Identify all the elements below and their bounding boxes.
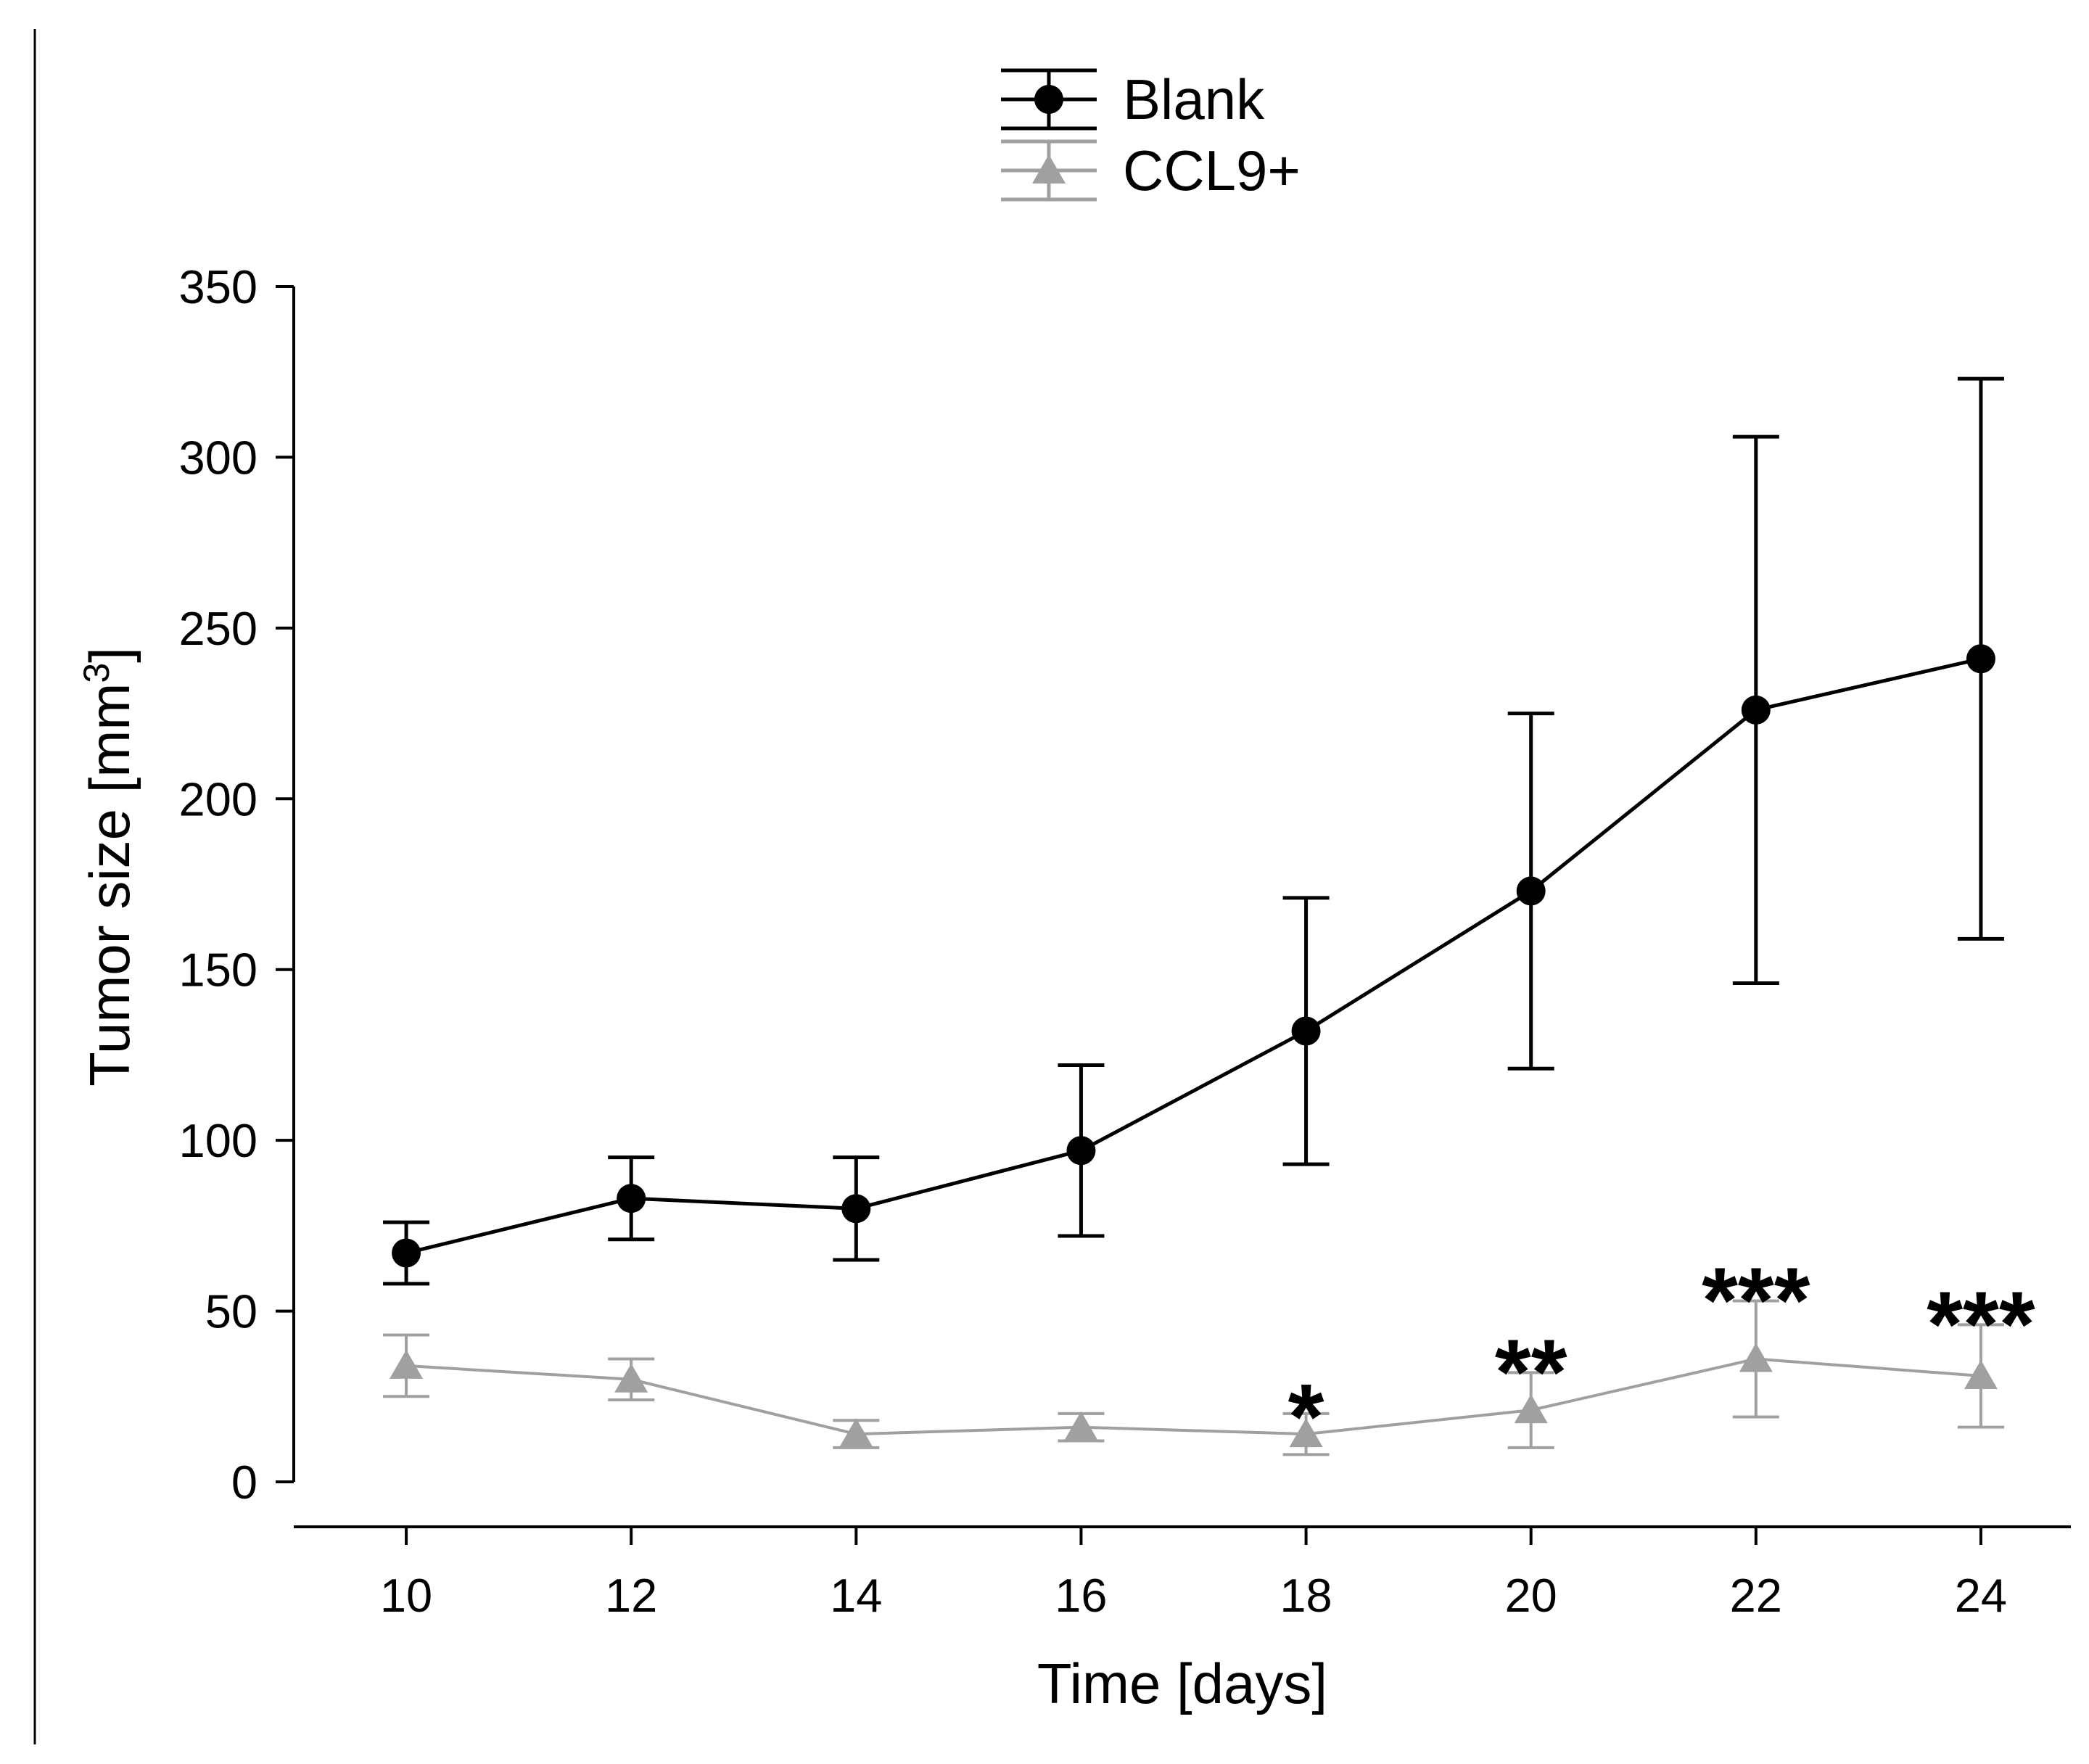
data-point: [1289, 1418, 1323, 1448]
legend-ccl9-marker: [1032, 154, 1066, 184]
data-point: [617, 1184, 646, 1213]
series-layer: [383, 376, 2004, 1456]
data-point: [1739, 1343, 1773, 1372]
y-axis-label-suffix: ]: [78, 647, 141, 663]
x-tick-label: 20: [1505, 1569, 1557, 1622]
y-tick-label: 300: [179, 431, 257, 484]
y-axis-label-superscript: 3: [76, 663, 117, 683]
series-line: [405, 1357, 1982, 1436]
x-ticks: 10 12 14 16 18 20 22 24: [380, 1527, 2007, 1622]
x-tick-label: 16: [1055, 1569, 1107, 1622]
y-axis-label-main: Tumor size [mm: [78, 683, 141, 1087]
significance-annotation: *: [1288, 1365, 1324, 1469]
legend-blank-marker: [1034, 85, 1063, 114]
legend-item-ccl9: CCL9+: [1001, 139, 1301, 202]
legend-blank-label: Blank: [1123, 67, 1265, 131]
data-point: [614, 1363, 648, 1393]
data-point: [1064, 1411, 1098, 1441]
x-tick-label: 24: [1955, 1569, 2007, 1622]
data-point: [1066, 1136, 1096, 1166]
data-point: [1516, 876, 1546, 906]
x-tick-label: 12: [605, 1569, 657, 1622]
significance-annotation: ***: [1702, 1249, 1810, 1353]
data-point: [841, 1194, 871, 1224]
data-point: [1514, 1394, 1548, 1424]
x-tick-label: 22: [1730, 1569, 1782, 1622]
series-blank: [383, 376, 2004, 1286]
y-tick-label: 200: [179, 772, 257, 825]
data-point: [839, 1418, 873, 1448]
x-tick-label: 18: [1280, 1569, 1332, 1622]
y-ticks: 0 50 100 150 200 250 300 350: [179, 260, 294, 1509]
x-tick-label: 10: [380, 1569, 432, 1622]
legend-ccl9-label: CCL9+: [1123, 139, 1301, 202]
data-point: [1741, 695, 1771, 725]
data-point: [1964, 1360, 1998, 1390]
x-axis-label: Time [days]: [1037, 1652, 1327, 1715]
data-point: [392, 1238, 421, 1268]
y-tick-label: 100: [179, 1114, 257, 1167]
significance-annotation: **: [1495, 1321, 1567, 1425]
y-tick-label: 350: [179, 260, 257, 313]
y-tick-label: 50: [205, 1285, 257, 1338]
data-point: [390, 1349, 424, 1379]
legend-item-blank: Blank: [1001, 67, 1265, 131]
y-tick-label: 0: [231, 1456, 257, 1509]
annotation-layer: * ***** ***: [1288, 1249, 2035, 1469]
data-point: [1966, 644, 1995, 674]
significance-annotation: ***: [1927, 1273, 2035, 1377]
data-point: [1291, 1016, 1321, 1046]
y-tick-label: 150: [179, 944, 257, 997]
y-axis-label: Tumor size [mm3]: [76, 647, 141, 1087]
series-ccl9-: [383, 1299, 2004, 1456]
x-tick-label: 14: [830, 1569, 882, 1622]
legend: Blank CCL9+: [1001, 67, 1301, 202]
y-tick-label: 250: [179, 602, 257, 655]
series-line: [405, 656, 1982, 1255]
